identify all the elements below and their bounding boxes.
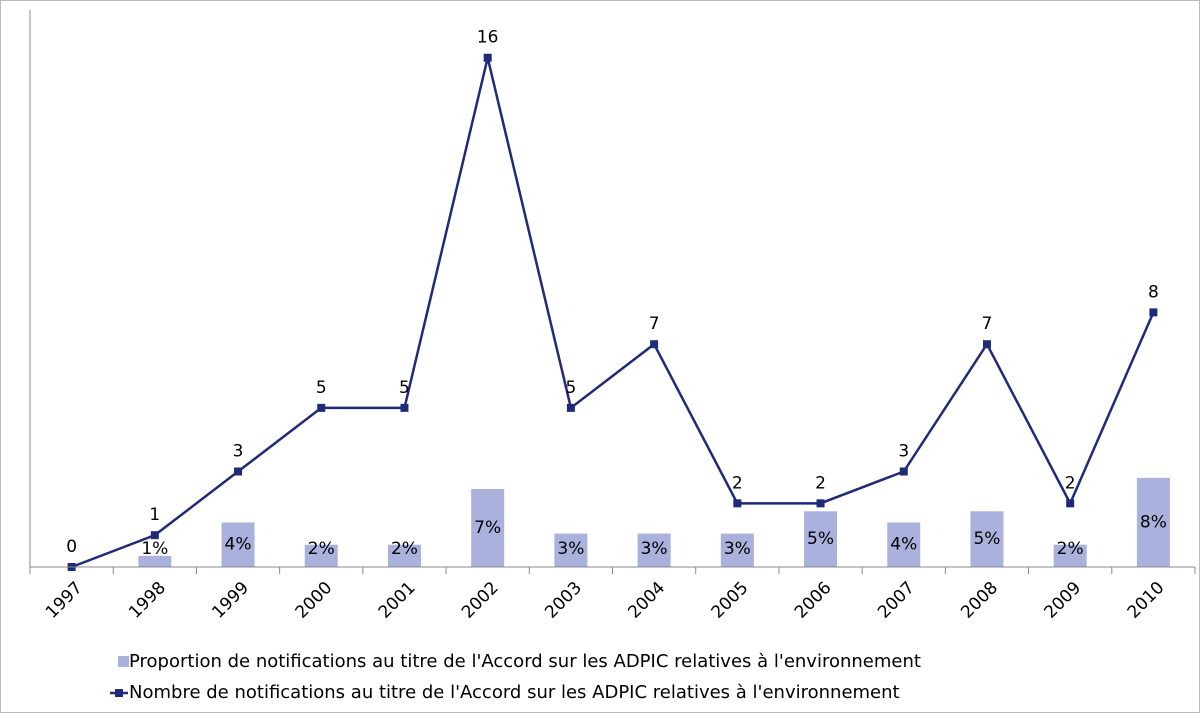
marker [150, 531, 159, 540]
bar-label: 2% [308, 539, 335, 559]
bar [887, 522, 921, 567]
bar-label: 1% [141, 539, 168, 559]
bar-label: 4% [890, 535, 917, 555]
line-label: 2 [815, 473, 826, 493]
marker [733, 499, 742, 508]
bar-label: 3% [724, 539, 751, 559]
bar [970, 511, 1004, 567]
bar [471, 489, 505, 567]
line-label: 16 [477, 28, 499, 48]
line-label: 2 [732, 473, 743, 493]
bar [554, 533, 588, 567]
bar-label: 4% [225, 535, 252, 555]
marker [234, 467, 243, 476]
bar [804, 511, 838, 567]
bar [221, 522, 255, 567]
bar-label: 8% [1140, 512, 1167, 532]
line-label: 3 [233, 442, 244, 462]
legend-label: Nombre de notifications au titre de l'Ac… [129, 682, 900, 703]
bar [387, 544, 421, 567]
line-label: 2 [1065, 473, 1076, 493]
bar [1053, 544, 1087, 567]
bar-label: 3% [557, 539, 584, 559]
marker [400, 403, 409, 412]
bar-label: 2% [1057, 539, 1084, 559]
bar [637, 533, 671, 567]
bar-label: 7% [474, 518, 501, 538]
marker [816, 499, 825, 508]
line-label: 7 [649, 314, 660, 334]
legend-label: Proportion de notifications au titre de … [129, 651, 921, 672]
line [71, 57, 1155, 569]
bar-label: 2% [391, 539, 418, 559]
bar-label: 3% [641, 539, 668, 559]
line-label: 8 [1148, 282, 1159, 302]
line-label: 5 [565, 378, 576, 398]
legend-swatch [118, 656, 129, 667]
line-label: 0 [66, 537, 77, 557]
line-label: 5 [316, 378, 327, 398]
bar [304, 544, 338, 567]
line-label: 5 [399, 378, 410, 398]
line-label: 1 [149, 505, 160, 525]
bar [138, 555, 172, 567]
bar-label: 5% [973, 529, 1000, 549]
bar [720, 533, 754, 567]
marker [899, 467, 908, 476]
marker [566, 403, 575, 412]
marker [1149, 308, 1158, 317]
marker [317, 403, 326, 412]
legend-marker [115, 689, 123, 697]
line-label: 7 [982, 314, 993, 334]
bar-label: 5% [807, 529, 834, 549]
marker [650, 340, 659, 349]
marker [483, 53, 492, 62]
line-label: 3 [898, 442, 909, 462]
marker [982, 340, 991, 349]
marker [1066, 499, 1075, 508]
bar [1136, 477, 1170, 567]
